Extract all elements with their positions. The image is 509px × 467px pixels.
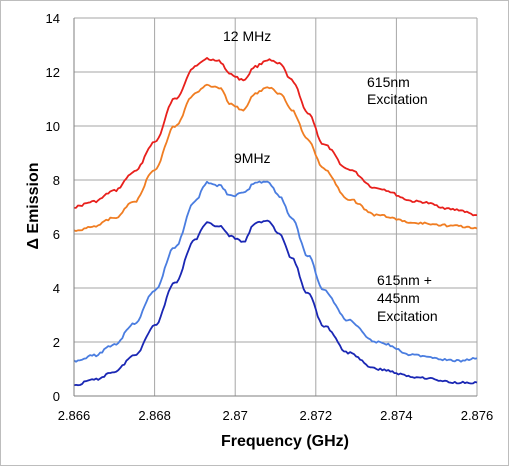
x-tick-label: 2.874 (380, 408, 413, 423)
annotation-excitation-top: Excitation (367, 91, 428, 107)
y-tick-label: 4 (53, 281, 60, 296)
y-tick-label: 2 (53, 335, 60, 350)
x-tick-label: 2.868 (138, 408, 171, 423)
annotation-445nm: 445nm (377, 290, 420, 306)
series-line-0 (73, 57, 478, 217)
y-tick-label: 6 (53, 227, 60, 242)
x-axis-title: Frequency (GHz) (221, 433, 349, 450)
y-tick-label: 12 (46, 65, 60, 80)
x-tick-label: 2.872 (300, 408, 333, 423)
y-axis-title: Δ Emission (25, 162, 42, 249)
x-tick-label: 2.876 (461, 408, 494, 423)
annotation-9mhz: 9MHz (234, 150, 271, 166)
y-tick-label: 8 (53, 173, 60, 188)
annotation-excitation-bottom: Excitation (377, 308, 438, 324)
annotation-12mhz: 12 MHz (223, 28, 271, 44)
series-line-2 (73, 180, 478, 363)
y-tick-label: 0 (53, 389, 60, 404)
x-tick-label: 2.87 (223, 408, 248, 423)
x-tick-label: 2.866 (58, 408, 91, 423)
annotation-615nm-plus: 615nm + (377, 272, 432, 288)
y-tick-label: 14 (46, 11, 60, 26)
x-tick-labels: 2.866 2.868 2.87 2.872 2.874 2.876 (58, 408, 494, 423)
axes (73, 18, 477, 397)
series-line-1 (73, 83, 478, 232)
grid (74, 17, 478, 396)
y-tick-label: 10 (46, 119, 60, 134)
series-line-3 (73, 219, 478, 387)
annotation-615nm: 615nm (367, 74, 410, 90)
series-lines (73, 57, 478, 387)
y-tick-labels: 0 2 4 6 8 10 12 14 (46, 11, 60, 404)
